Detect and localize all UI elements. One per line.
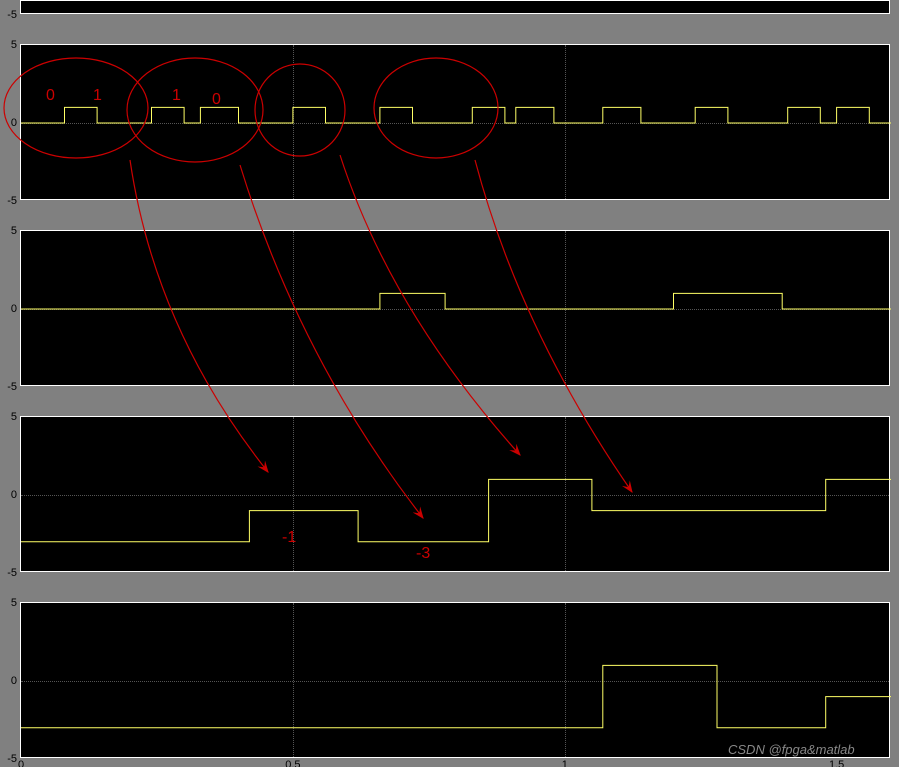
ytick-label: 5 — [11, 411, 17, 423]
signal-line — [21, 293, 891, 309]
xtick-label: 0.5 — [285, 759, 300, 767]
watermark-text: CSDN @fpga&matlab — [728, 742, 855, 757]
plot-panel: -505 — [20, 44, 890, 200]
signal-svg — [21, 231, 891, 387]
ytick-label: -5 — [7, 567, 17, 579]
ytick-label: 0 — [11, 675, 17, 687]
xtick-label: 0 — [18, 759, 24, 767]
ytick-label: -5 — [7, 753, 17, 765]
plot-panel: -505 — [20, 416, 890, 572]
xtick-label: 1.5 — [829, 759, 844, 767]
signal-line — [21, 479, 891, 541]
ytick-label: -5 — [7, 195, 17, 207]
signal-svg — [21, 417, 891, 573]
ytick-label: -5 — [7, 9, 17, 21]
signal-svg — [21, 45, 891, 201]
plot-panel: -505 — [20, 230, 890, 386]
signal-line — [21, 665, 891, 727]
ytick-label: 0 — [11, 303, 17, 315]
xtick-label: 1 — [562, 759, 568, 767]
ytick-label: 5 — [11, 39, 17, 51]
ytick-label: 0 — [11, 117, 17, 129]
signal-line — [21, 107, 891, 123]
figure: -5-505-505-505-50500.511.5 0110-1-3 CSDN… — [0, 0, 899, 767]
signal-svg — [21, 603, 891, 759]
ytick-label: 5 — [11, 597, 17, 609]
ytick-label: 5 — [11, 225, 17, 237]
ytick-label: -5 — [7, 381, 17, 393]
ytick-label: 0 — [11, 489, 17, 501]
plot-panel: -5 — [20, 0, 890, 14]
plot-panel: -50500.511.5 — [20, 602, 890, 758]
